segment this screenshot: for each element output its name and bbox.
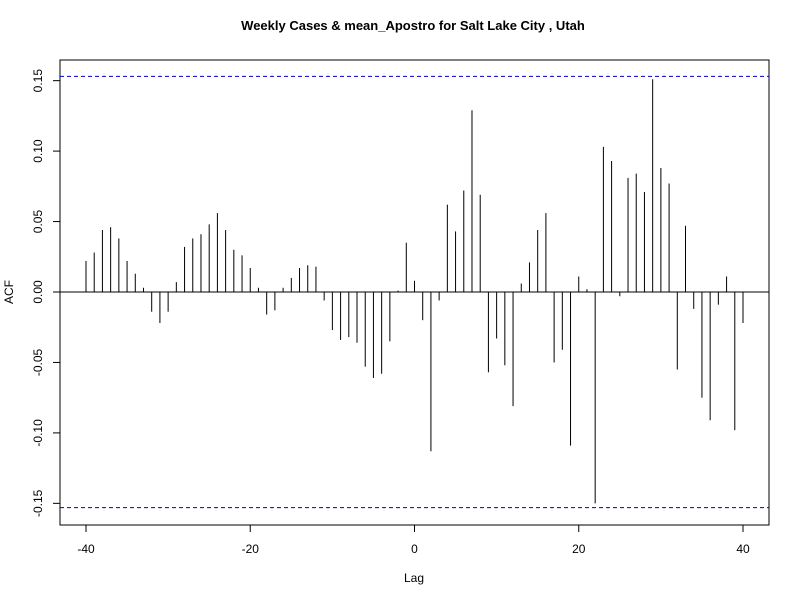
chart-title: Weekly Cases & mean_Apostro for Salt Lak… [241,18,585,33]
y-tick-label: -0.05 [31,348,45,376]
y-tick-label: -0.15 [31,489,45,517]
x-tick-label: -20 [242,542,260,556]
x-axis: -40 -20 0 20 40 [77,524,750,556]
y-axis: -0.15 -0.10 -0.05 0.00 0.05 0.10 0.15 [31,69,61,517]
x-tick-label: 20 [572,542,586,556]
y-tick-label: 0.15 [31,69,45,93]
y-tick-label: 0.10 [31,139,45,163]
y-tick-label: 0.00 [31,280,45,304]
acf-bars [85,79,744,504]
x-tick-label: -40 [77,542,95,556]
y-tick-label: -0.10 [31,419,45,447]
x-axis-label: Lag [404,571,424,585]
y-tick-label: 0.05 [31,210,45,234]
x-tick-label: 0 [411,542,418,556]
x-tick-label: 40 [736,542,750,556]
y-axis-label: ACF [2,280,16,304]
